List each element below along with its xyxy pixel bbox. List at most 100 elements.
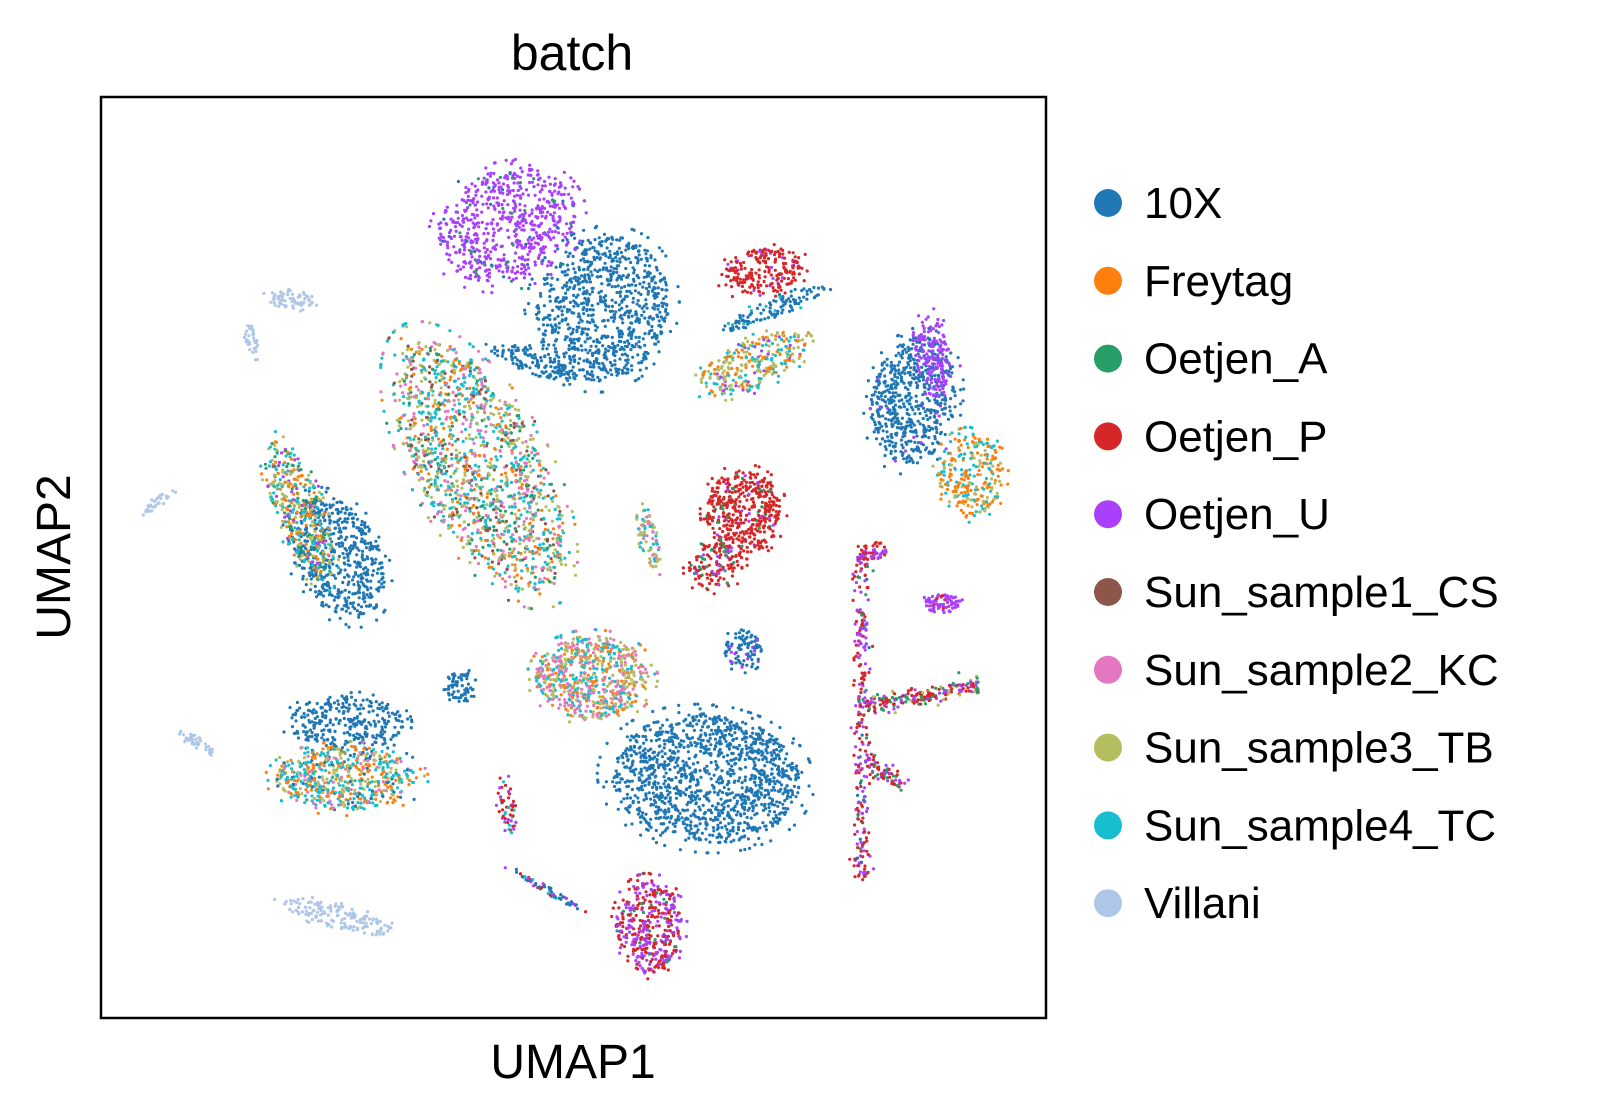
point-cmixed-big [502, 438, 506, 442]
point-cfrey-right [960, 468, 964, 472]
point-cmixed-big [517, 491, 521, 495]
point-cOetP-redtop [754, 271, 758, 275]
point-cmixed-leaf [708, 375, 712, 379]
point-c10x-right [946, 417, 951, 421]
point-cmixed-leaf [766, 352, 770, 356]
point-cmixed-big [445, 348, 450, 353]
point-c10x-band [510, 349, 514, 353]
point-cOetU-top [439, 242, 443, 246]
point-cmixed-big [559, 544, 563, 548]
point-cmixed-big [557, 524, 562, 528]
point-cOetP-mid [768, 489, 772, 493]
point-cOetU-top [519, 196, 523, 200]
point-c10x-top [554, 265, 558, 269]
point-c10x-top [625, 289, 629, 293]
point-cmixed-big [533, 545, 537, 549]
point-cOetU-top [471, 240, 475, 244]
point-c10x-right [906, 361, 910, 365]
point-c10x-top [625, 345, 629, 349]
point-c10x-top [595, 340, 600, 344]
point-cmixed-leaf [743, 373, 748, 377]
point-cfrey-right [949, 463, 954, 467]
point-cOetU-top [518, 214, 522, 218]
point-cOetU-top [523, 218, 527, 222]
point-cOetU-top [506, 184, 510, 188]
point-c10x-top [603, 303, 608, 307]
point-c10x-top [660, 288, 664, 292]
point-c10x-right [899, 354, 903, 358]
point-cOetU-top [518, 175, 522, 179]
point-cOetU-right [939, 381, 944, 385]
point-cmixed-big [483, 556, 487, 560]
point-cmixed-big [401, 323, 405, 327]
point-c10x-top [636, 353, 640, 357]
point-c10x-top [664, 283, 668, 287]
point-cmixed-big [525, 449, 529, 453]
point-c10x-top [637, 276, 641, 280]
point-cfrey-right [972, 498, 976, 502]
point-cmixed-big [440, 460, 444, 464]
point-c10x-top [554, 324, 558, 328]
point-c10x-top [577, 277, 582, 281]
point-cOetU-top [511, 188, 515, 193]
point-c10x-band [513, 355, 517, 360]
point-cmixed-big [553, 507, 557, 511]
point-c10x-band [531, 372, 535, 376]
point-cmixed-big [538, 492, 543, 496]
point-cmixed-big [540, 580, 545, 584]
point-cmixed-leaf [787, 346, 792, 350]
point-c10x-top [604, 355, 608, 359]
point-cmixed-big [496, 520, 500, 524]
point-cOetU-top [539, 221, 544, 225]
point-cOetU-top [557, 190, 561, 194]
point-c10x-top [591, 353, 595, 358]
point-cmixed-big [461, 545, 465, 550]
point-c10x-top [556, 314, 560, 318]
point-cOetU-top [453, 225, 458, 229]
point-c10x-top [637, 249, 641, 253]
point-cfrey-right [1006, 482, 1010, 486]
point-cOetU-right [927, 349, 931, 353]
point-cOetU-right [938, 388, 942, 392]
point-cmixed-big [516, 599, 521, 603]
point-cmixed-big [451, 407, 455, 411]
point-cfrey-right [977, 468, 981, 473]
point-cOetU-top [533, 260, 537, 264]
point-c10x-diagband [812, 285, 816, 290]
point-cmixed-leaf [802, 360, 806, 364]
point-cOetU-top [573, 248, 577, 252]
point-c10x-right [894, 413, 898, 417]
point-c10x-top [597, 236, 601, 240]
point-c10x-diagband [737, 321, 741, 325]
point-cOetU-top [481, 202, 485, 206]
point-cmixed-leaf [774, 370, 778, 375]
point-cmixed-big [500, 438, 504, 442]
point-cmixed-big [538, 592, 542, 596]
point-cmixed-big [573, 522, 577, 526]
point-c10x-top [604, 254, 608, 258]
point-c10x-right [905, 460, 909, 464]
point-c10x-band [532, 356, 536, 360]
point-cfrey-right [998, 445, 1002, 449]
point-c10x-band [513, 343, 517, 348]
point-cOetU-top [454, 229, 458, 233]
point-cOetU-right [914, 353, 918, 358]
point-cOetP-mid [742, 521, 746, 525]
point-c10x-top [640, 313, 644, 317]
point-c10x-right [889, 432, 893, 437]
point-c10x-top [549, 323, 553, 327]
point-c10x-top [588, 292, 592, 296]
point-c10x-top [643, 355, 648, 359]
point-cmixed-big [524, 526, 528, 530]
point-c10x-top [554, 327, 558, 332]
point-cOetP-redtop [796, 266, 800, 270]
point-cOetU-top [481, 290, 485, 294]
point-c10x-top [655, 268, 659, 272]
point-cOetU-top [513, 206, 517, 210]
point-cmixed-big [444, 472, 448, 476]
point-c10x-top [635, 302, 639, 306]
point-c10x-band [573, 377, 577, 381]
point-c10x-right [910, 405, 914, 409]
point-cfrey-right [983, 453, 987, 457]
point-cmixed-big [517, 524, 521, 528]
